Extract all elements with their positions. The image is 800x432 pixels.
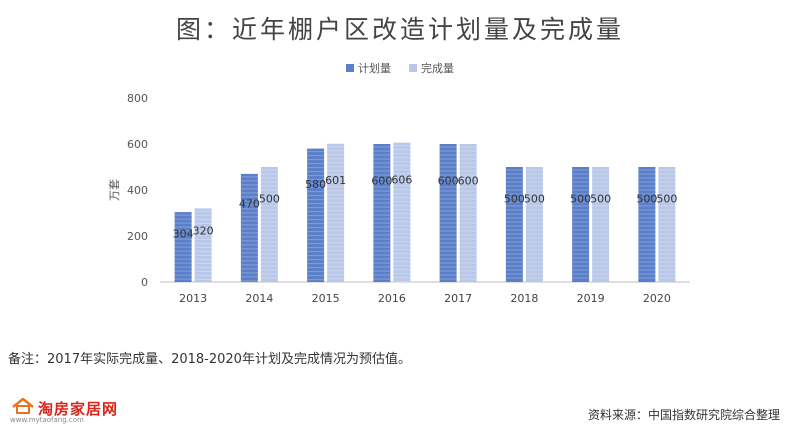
data-label: 600 [458,174,479,187]
data-label: 500 [504,192,525,205]
y-tick-label: 800 [127,92,148,105]
x-tick-label: 2020 [643,292,671,305]
house-icon [12,398,34,414]
data-label: 304 [173,227,194,240]
site-logo: 淘房家居网 www.mytaofang.com [8,392,118,428]
bar-plan [572,167,590,282]
data-label: 606 [391,173,412,186]
bar-plan [240,173,258,282]
data-label: 500 [636,192,657,205]
legend-item-done: 完成量 [409,60,454,76]
logo-url: www.mytaofang.com [10,416,84,424]
y-tick-label: 200 [127,230,148,243]
chart-source: 资料来源：中国指数研究院综合整理 [587,408,780,422]
x-tick-label: 2017 [444,292,472,305]
bar-done [260,167,278,282]
x-tick-label: 2019 [577,292,605,305]
bar-plan [174,212,192,282]
y-axis-label: 万套 [108,179,121,201]
data-label: 600 [438,174,459,187]
legend-swatch-done [409,64,417,72]
bar-done [592,167,610,282]
x-tick-label: 2013 [179,292,207,305]
bar-done [327,143,345,282]
data-label: 601 [325,174,346,187]
y-tick-label: 600 [127,138,148,151]
legend-swatch-plan [346,64,354,72]
data-label: 580 [305,178,326,191]
bar-done [393,142,411,282]
chart-title: 图：近年棚户区改造计划量及完成量 [175,15,624,44]
chart-note: 备注：2017年实际完成量、2018-2020年计划及完成情况为预估值。 [8,352,411,367]
bar-done [194,208,212,282]
x-tick-label: 2014 [245,292,273,305]
bar-plan [638,167,656,282]
bar-plan [439,144,457,282]
data-label: 500 [524,192,545,205]
data-label: 500 [590,192,611,205]
data-label: 500 [570,192,591,205]
data-label: 600 [371,174,392,187]
x-tick-label: 2015 [312,292,340,305]
bar-done [525,167,543,282]
bar-plan [373,144,391,282]
data-label: 470 [239,198,260,211]
bar-plan [307,148,325,282]
legend-label-plan: 计划量 [358,62,391,75]
logo-text: 淘房家居网 [38,400,119,418]
data-label: 500 [656,192,677,205]
y-tick-label: 400 [127,184,148,197]
data-label: 320 [193,225,214,238]
data-label: 500 [259,192,280,205]
bar-plan [505,167,523,282]
x-tick-label: 2016 [378,292,406,305]
legend-label-done: 完成量 [421,62,454,75]
chart-legend: 计划量 完成量 [0,60,800,76]
bar-done [658,167,676,282]
x-tick-label: 2018 [510,292,538,305]
bar-done [459,144,477,282]
legend-item-plan: 计划量 [346,60,391,76]
y-tick-label: 0 [141,276,148,289]
